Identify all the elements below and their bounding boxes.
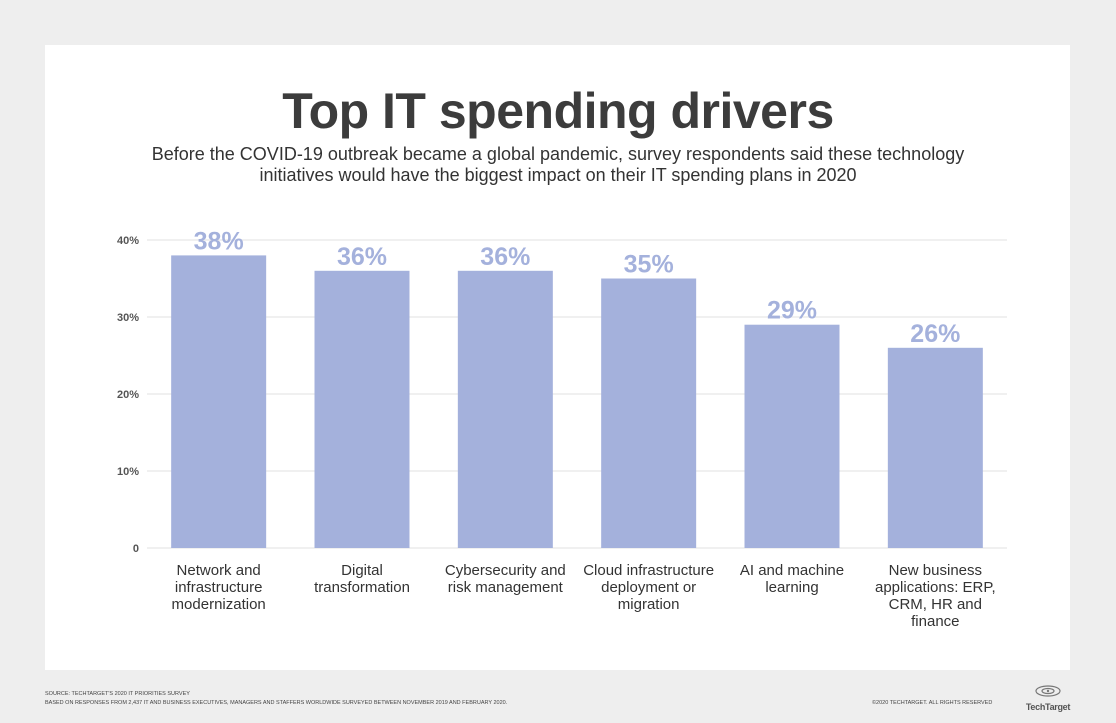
bar — [887, 347, 983, 548]
x-category-label: New business applications: ERP, CRM, HR … — [875, 562, 996, 630]
techtarget-logo: TechTarget — [1022, 683, 1074, 712]
x-category-label: Digital transformation — [314, 562, 410, 596]
x-category-label: Network and infrastructure modernization — [171, 562, 266, 613]
bar-value-label: 38% — [194, 227, 244, 255]
bar — [601, 278, 697, 548]
x-category-label: Cybersecurity and risk management — [444, 562, 566, 596]
bar-value-label: 36% — [337, 243, 387, 271]
x-category-label: AI and machine learning — [739, 562, 845, 596]
bar-value-label: 36% — [480, 243, 530, 271]
bar-value-label: 29% — [767, 297, 817, 325]
x-category-label: Cloud infrastructure deployment or migra… — [583, 562, 715, 613]
y-tick-label: 20% — [117, 389, 139, 401]
source-line-1: Source: TechTarget's 2020 IT Priorities … — [45, 691, 190, 697]
source-note: Source: TechTarget's 2020 IT Priorities … — [45, 690, 507, 708]
copyright-notice: ©2020 TechTarget. All rights reserved — [872, 700, 993, 706]
logo-text: TechTarget — [1025, 702, 1071, 712]
y-tick-label: 10% — [117, 466, 139, 478]
y-tick-label: 40% — [117, 235, 139, 247]
y-tick-label: 0 — [133, 543, 139, 555]
bar — [171, 255, 267, 548]
target-icon — [1035, 685, 1061, 697]
chart-subtitle: Before the COVID-19 outbreak became a gl… — [151, 144, 965, 185]
source-line-2: Based on responses from 2,437 IT and bus… — [45, 700, 508, 706]
bar-value-label: 35% — [624, 251, 674, 279]
bar — [314, 270, 410, 548]
chart-title: Top IT spending drivers — [282, 83, 834, 139]
bar — [457, 270, 553, 548]
bar-value-label: 26% — [910, 320, 960, 348]
y-tick-label: 30% — [117, 312, 139, 324]
bar — [744, 324, 840, 548]
